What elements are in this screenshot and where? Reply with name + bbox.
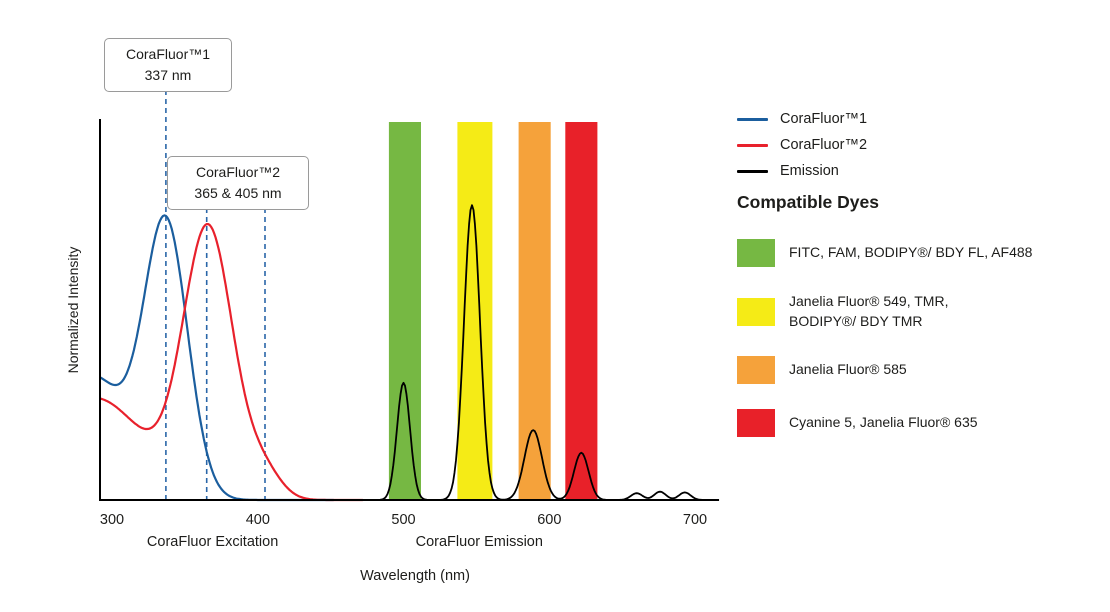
- dye-label-yellow: Janelia Fluor® 549, TMR, BODIPY®/ BDY TM…: [789, 293, 949, 329]
- legend-item-corafluor2: CoraFluor™2: [737, 132, 867, 158]
- callout-corafluor1: CoraFluor™1 337 nm: [104, 38, 232, 92]
- filter-band-green: [388, 122, 421, 500]
- legend-item-corafluor1: CoraFluor™1: [737, 106, 867, 132]
- dye-label-orange: Janelia Fluor® 585: [789, 361, 907, 378]
- x-tick-300: 300: [100, 512, 124, 528]
- legend-label-emission: Emission: [780, 163, 839, 179]
- callout-corafluor2: CoraFluor™2 365 & 405 nm: [167, 156, 309, 210]
- dye-row-red: Cyanine 5, Janelia Fluor® 635: [737, 409, 1109, 438]
- dye-swatch-red-icon: [737, 409, 775, 438]
- dye-label-green: FITC, FAM, BODIPY®/ BDY FL, AF488: [789, 244, 1033, 261]
- dye-row-yellow: Janelia Fluor® 549, TMR, BODIPY®/ BDY TM…: [737, 292, 1109, 331]
- dye-row-green: FITC, FAM, BODIPY®/ BDY FL, AF488: [737, 239, 1109, 267]
- x-axis-label: Wavelength (nm): [360, 568, 470, 584]
- dye-row-orange: Janelia Fluor® 585: [737, 356, 1109, 385]
- legend-label-corafluor2: CoraFluor™2: [780, 137, 868, 153]
- filter-band-red: [565, 122, 598, 500]
- legend-line-emission-icon: [737, 169, 768, 173]
- filter-band-orange: [518, 122, 551, 500]
- legend-label-corafluor1: CoraFluor™1: [780, 111, 868, 127]
- chart-legend: CoraFluor™1 CoraFluor™2 Emission: [737, 106, 867, 184]
- series-corafluor2-excitation: [99, 223, 364, 502]
- compatible-dyes-title: Compatible Dyes: [737, 192, 879, 212]
- series-corafluor1-excitation: [99, 214, 335, 502]
- legend-line-corafluor1-icon: [737, 117, 768, 121]
- dye-swatch-yellow-icon: [737, 297, 775, 326]
- x-tick-400: 400: [246, 512, 270, 528]
- legend-line-corafluor2-icon: [737, 143, 768, 147]
- series-emission: [351, 204, 720, 501]
- y-axis-label: Normalized Intensity: [65, 246, 81, 374]
- x-tick-500: 500: [391, 512, 415, 528]
- axis-section-label-1: CoraFluor Emission: [416, 534, 543, 550]
- dye-label-red: Cyanine 5, Janelia Fluor® 635: [789, 414, 978, 431]
- dye-swatch-orange-icon: [737, 356, 775, 385]
- x-tick-600: 600: [537, 512, 561, 528]
- legend-item-emission: Emission: [737, 158, 867, 184]
- dye-swatch-green-icon: [737, 239, 775, 267]
- axis-section-label-0: CoraFluor Excitation: [147, 534, 278, 550]
- x-tick-700: 700: [683, 512, 707, 528]
- compatible-dyes-panel: Compatible Dyes FITC, FAM, BODIPY®/ BDY …: [737, 192, 1109, 462]
